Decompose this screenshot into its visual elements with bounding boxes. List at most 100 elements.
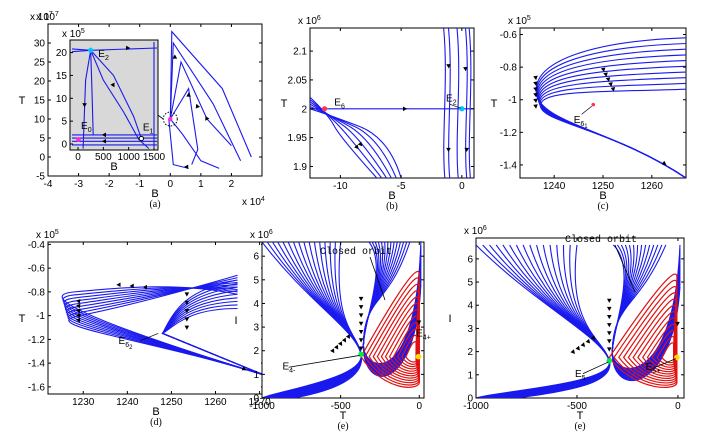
y-axis-label: I: [234, 315, 237, 327]
y-tick-label: 3: [467, 324, 473, 335]
trajectory: [169, 41, 242, 162]
trajectory-arrow: [533, 87, 538, 92]
closed-orbit: [637, 311, 676, 375]
trajectory: [468, 28, 472, 178]
x-tick-label: -500: [331, 401, 351, 412]
closed-orbit: [384, 309, 419, 375]
pointer-line: [582, 361, 609, 375]
y-tick-label: -0.8: [28, 287, 46, 298]
x-tick-label: 0: [675, 401, 681, 412]
closed-orbit-pointer: [614, 244, 636, 293]
panel-d: 1230 1240 1250 1260 1270-1.6-1.4-1.2-1-0.8-0…: [19, 229, 272, 428]
pointer-line: [581, 105, 592, 115]
trajectory-arrow: [142, 284, 147, 290]
trajectory: [67, 277, 264, 376]
closed-orbit: [632, 304, 676, 377]
y-exponent-label: x 107: [36, 11, 59, 23]
trajectory: [464, 28, 468, 178]
y-exponent-label: x 106: [298, 15, 321, 27]
y-tick-label: -1.4: [500, 160, 518, 171]
equilibrium-E0: [76, 137, 81, 142]
trajectory-arrow: [675, 321, 680, 327]
trajectory-arrow: [76, 299, 81, 304]
trajectory: [310, 105, 397, 178]
inset-y-tick-label: 5: [61, 117, 67, 128]
trajectory-arrow: [533, 81, 538, 86]
trajectory-arrow: [184, 317, 190, 322]
y-tick-label: -0.8: [500, 63, 518, 74]
plot-area: [533, 37, 686, 178]
x-tick-label: 0: [417, 401, 423, 412]
trajectory-arrow: [358, 321, 364, 326]
y-tick-label: 5: [467, 278, 473, 289]
trajectory-arrow: [358, 305, 364, 310]
trajectory: [169, 87, 199, 165]
x-tick-label: -500: [567, 401, 587, 412]
trajectory: [169, 118, 220, 169]
trajectory: [169, 60, 232, 146]
trajectory: [443, 28, 446, 178]
inset-x-tick-label: 1000: [118, 152, 141, 163]
trajectory-arrow: [585, 338, 591, 344]
y-tick-label: 2: [253, 346, 259, 357]
x-tick-label: 1230: [72, 397, 95, 408]
inset-trajectory: [71, 49, 91, 53]
y-axis-label: T: [19, 313, 26, 325]
y-tick-label: -5: [36, 172, 45, 183]
y-tick-label: -1.2: [500, 128, 518, 139]
inset-arrow: [110, 82, 115, 88]
trajectory: [310, 103, 392, 178]
x-tick-label: -1: [135, 179, 144, 190]
trajectory-arrow: [241, 366, 247, 371]
inset-y-tick-label: 10: [56, 94, 68, 105]
plot-area: [61, 274, 264, 376]
trajectory-arrow: [606, 298, 612, 303]
closed-orbit: [618, 285, 677, 384]
trajectory-arrow: [358, 296, 364, 302]
y-tick-label: -0.4: [28, 240, 46, 251]
x-axis-label: T: [340, 410, 347, 422]
y-tick-label: -0.6: [28, 264, 46, 275]
equilibrium-E6: [321, 106, 328, 112]
y-tick-label: 1: [467, 370, 473, 381]
y-tick-label: 1.95: [288, 133, 308, 144]
trajectory-arrow: [345, 334, 351, 339]
trajectory-arrow: [358, 346, 364, 351]
x-axis-label: B: [388, 190, 395, 202]
y-exponent-label: x 105: [36, 229, 59, 241]
closed-orbit-label: Closed orbit: [320, 246, 392, 258]
y-tick-label: -1.6: [28, 382, 46, 393]
trajectory-arrow: [600, 67, 606, 73]
y-tick-label: -0.6: [500, 30, 518, 41]
y-axis-label: T: [19, 95, 26, 107]
trajectory-arrow: [590, 335, 596, 341]
trajectory-arrow: [195, 103, 200, 109]
x-tick-label: -1000: [463, 401, 489, 412]
plot-area: [262, 242, 422, 398]
inset-x-axis-label: B: [110, 161, 117, 173]
trajectory: [161, 307, 264, 376]
inset-x-tick-label: 500: [95, 152, 112, 163]
trajectory: [65, 281, 264, 376]
y-tick-label: 20: [34, 77, 46, 88]
trajectory-arrow: [463, 66, 468, 72]
closed-orbit: [622, 292, 677, 382]
x-axis-label: B: [152, 406, 159, 418]
y-tick-label: 6: [253, 252, 259, 263]
trajectory-arrow: [341, 337, 347, 343]
trajectory-arrow: [570, 349, 575, 354]
trajectory-arrow: [358, 338, 364, 343]
y-tick-label: 4: [253, 299, 259, 310]
plot-frame: [47, 241, 265, 395]
trajectory-arrow: [606, 306, 612, 312]
y-tick-label: 1.9: [293, 162, 307, 173]
trajectory: [169, 30, 252, 158]
trajectory-arrow: [184, 309, 190, 314]
trajectory-arrow: [129, 283, 134, 289]
trajectory-arrow: [186, 92, 191, 97]
y-tick-label: 30: [34, 39, 46, 50]
x-axis-label: T: [577, 410, 584, 422]
y-exponent-label: x 107: [30, 11, 53, 23]
inset-arrow: [125, 45, 131, 51]
